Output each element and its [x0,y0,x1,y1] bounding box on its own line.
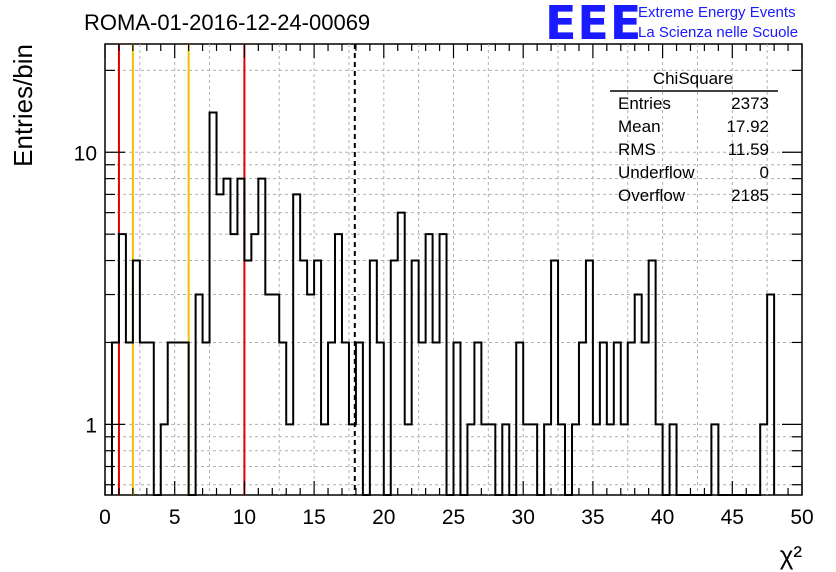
stats-row-value: 2373 [731,94,769,113]
histogram-bar [126,342,133,495]
x-tick-label: 30 [512,506,535,529]
histogram-bar [342,342,349,495]
histogram-bar [147,342,154,495]
histogram-bar [614,342,621,495]
histogram-bar [272,295,279,495]
y-tick-labels: 1 10 [74,142,97,437]
y-tick-label: 10 [74,142,97,165]
histogram-bar [412,261,419,495]
stats-row-value: 11.59 [728,140,769,159]
eee-logo-caption-line2: La Scienza nelle Scuole [638,24,799,41]
histogram-bar [370,261,377,495]
histogram-bar [356,342,363,495]
stats-row-label: Overflow [618,186,686,205]
stats-box: ChiSquare Entries 2373 Mean 17.92 RMS 11.59 Un… [610,69,778,205]
histogram-bar [419,342,426,495]
x-tick-label: 0 [99,506,111,529]
histogram-bar [175,342,182,495]
histogram-bar [210,113,217,495]
x-tick-label: 5 [169,506,181,529]
stats-row-value: 2185 [731,186,769,205]
histogram-bar [600,342,607,495]
x-tick-label: 50 [790,506,813,529]
histogram-bar [307,295,314,495]
stats-row-label: Entries [618,94,671,113]
histogram-bar [119,234,126,495]
x-tick-label: 40 [651,506,674,529]
chart-title: ROMA-01-2016-12-24-00069 [84,10,371,35]
histogram-bar [474,342,481,495]
histogram-bar [377,342,384,495]
histogram-bar [433,342,440,495]
histogram-bar [279,342,286,495]
histogram-bar [196,295,203,495]
histogram-bar [635,295,642,495]
histogram-bar [391,261,398,495]
histogram-bar [203,342,210,495]
axis-ticks [104,44,803,495]
histogram-bar [628,342,635,495]
stats-row-value: 0 [760,163,769,182]
histogram-bar [265,295,272,495]
y-axis-title: Entries/bin [8,44,38,167]
histogram-bar [244,261,251,495]
x-tick-label: 35 [581,506,604,529]
eee-logo: EEE [545,0,643,50]
histogram-bar [440,234,447,495]
stats-row-label: Underflow [618,163,695,182]
x-tick-label: 45 [721,506,744,529]
histogram-bar [398,213,405,495]
histogram-outline [110,111,776,496]
histogram-bar [223,179,230,495]
histogram-bar [649,261,656,495]
histogram-bar [293,194,300,495]
histogram-bar [258,179,265,495]
histogram-bar [314,261,321,495]
histogram-bar [140,342,147,495]
histogram-bar [300,261,307,495]
histogram-bar [112,342,119,495]
x-tick-labels: 0 5 10 15 20 25 30 35 40 45 50 [99,506,814,529]
x-tick-label: 10 [233,506,256,529]
histogram-bar [182,342,189,495]
histogram-bar [454,342,461,495]
histogram-bar [133,261,140,495]
histogram-bar [237,179,244,495]
histogram-bar [217,194,224,495]
eee-logo-caption-line1: Extreme Energy Events [638,4,796,21]
histogram-bar [168,342,175,495]
histogram-bar [426,234,433,495]
y-tick-label: 1 [85,414,97,437]
histogram-bar [586,261,593,495]
x-tick-label: 15 [302,506,325,529]
histogram-bar [328,342,335,495]
histogram-bar [767,295,774,495]
histogram-bar [642,342,649,495]
histogram-bar [579,342,586,495]
stats-row-label: RMS [618,140,656,159]
stats-row-value: 17.92 [726,117,769,136]
histogram-bar [516,342,523,495]
histogram-bar [551,261,558,495]
histogram-bar [230,234,237,495]
stats-row-label: Mean [618,117,661,136]
histogram-bar [251,234,258,495]
histogram-bar [335,234,342,495]
x-tick-label: 20 [372,506,395,529]
stats-box-title: ChiSquare [653,69,733,88]
x-axis-title: χ² [780,540,803,570]
x-tick-label: 25 [442,506,465,529]
